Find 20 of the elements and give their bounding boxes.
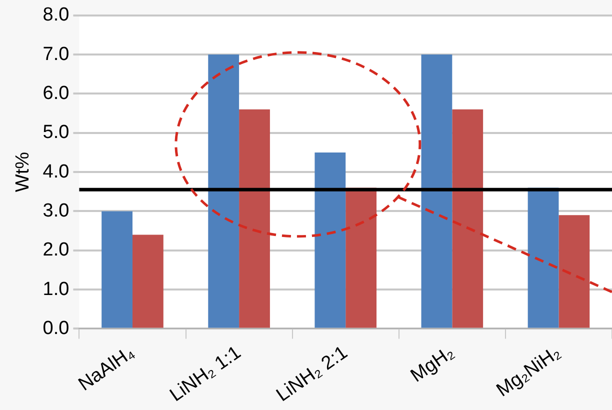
y-tick-label: 2.0 <box>42 240 70 261</box>
bar <box>132 234 164 328</box>
bar <box>452 109 484 328</box>
bar <box>239 109 270 328</box>
y-tick-label: 7.0 <box>42 44 70 65</box>
y-tick-label: 3.0 <box>42 200 70 222</box>
y-tick-label: 4.0 <box>42 161 70 182</box>
bar <box>528 188 559 328</box>
y-tick-label: 8.0 <box>42 4 70 26</box>
bar <box>208 54 240 328</box>
bar <box>558 215 590 328</box>
y-axis-title: Wt% <box>12 152 34 192</box>
y-tick-label: 0.0 <box>42 318 70 339</box>
y-tick-label: 6.0 <box>42 82 70 104</box>
bar <box>314 152 346 328</box>
bar <box>421 54 452 328</box>
bar <box>346 188 377 328</box>
bar <box>102 211 132 328</box>
y-tick-label: 1.0 <box>42 278 70 300</box>
y-tick-label: 5.0 <box>42 122 70 144</box>
